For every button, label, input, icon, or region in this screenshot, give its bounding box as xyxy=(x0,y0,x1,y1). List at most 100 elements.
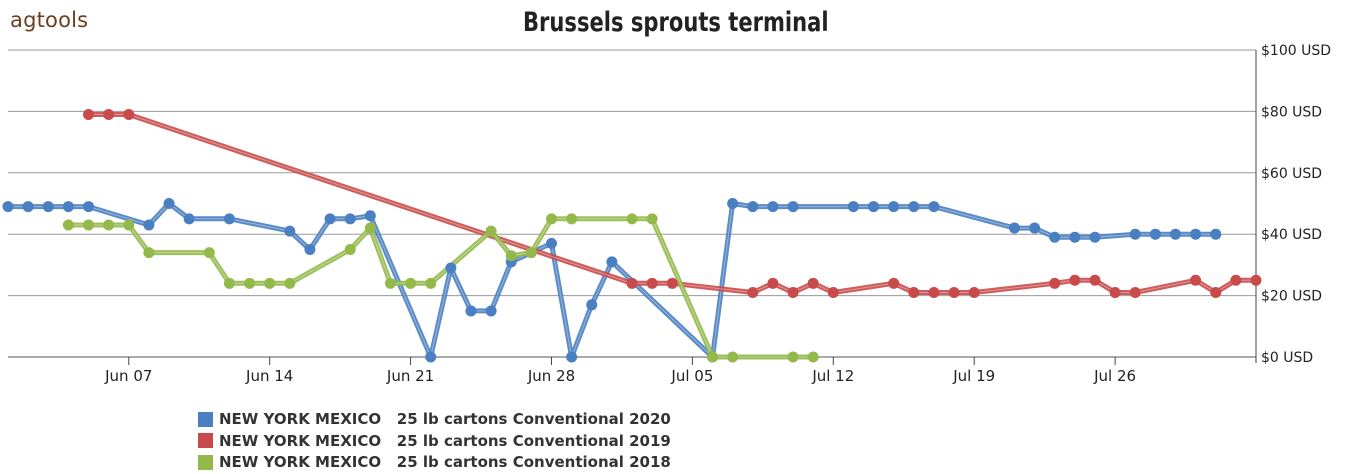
data-point-0 xyxy=(1210,228,1222,240)
data-point-0 xyxy=(747,201,759,213)
data-point-1 xyxy=(787,287,799,299)
data-point-0 xyxy=(586,299,598,311)
x-tick-label: Jul 19 xyxy=(952,367,995,385)
data-point-0 xyxy=(606,256,618,268)
data-point-1 xyxy=(928,287,940,299)
data-point-1 xyxy=(103,108,115,120)
legend-item-2018[interactable]: NEW YORK MEXICO 25 lb cartons Convention… xyxy=(198,452,671,472)
data-point-1 xyxy=(1049,277,1061,289)
legend-swatch-2019 xyxy=(198,433,213,448)
data-point-2 xyxy=(807,351,819,363)
data-point-0 xyxy=(163,198,175,209)
data-point-1 xyxy=(646,277,658,289)
data-point-0 xyxy=(445,262,457,274)
data-point-0 xyxy=(868,201,880,213)
data-point-2 xyxy=(485,225,497,237)
data-point-0 xyxy=(888,201,900,213)
data-point-1 xyxy=(1089,274,1101,286)
data-point-2 xyxy=(143,247,155,259)
data-point-1 xyxy=(747,287,759,299)
data-point-2 xyxy=(223,277,235,289)
data-point-1 xyxy=(807,277,819,289)
data-point-0 xyxy=(42,201,54,213)
data-point-2 xyxy=(103,219,115,231)
y-tick-label: $80 USD xyxy=(1261,104,1322,120)
data-point-2 xyxy=(244,277,256,289)
x-tick-label: Jun 28 xyxy=(527,367,575,385)
x-tick-label: Jul 05 xyxy=(670,367,713,385)
data-point-0 xyxy=(425,351,437,363)
legend: NEW YORK MEXICO 25 lb cartons Convention… xyxy=(198,409,1178,474)
data-point-1 xyxy=(1129,287,1141,299)
data-point-0 xyxy=(1169,228,1181,240)
data-point-2 xyxy=(364,222,376,234)
data-point-0 xyxy=(787,201,799,213)
legend-swatch-2018 xyxy=(198,454,213,470)
data-point-2 xyxy=(545,213,557,225)
data-point-0 xyxy=(364,210,376,222)
data-point-1 xyxy=(626,277,638,289)
data-point-2 xyxy=(727,351,739,363)
data-point-0 xyxy=(545,237,557,249)
data-point-0 xyxy=(83,201,95,213)
data-point-0 xyxy=(847,201,859,213)
data-point-1 xyxy=(1230,274,1242,286)
data-point-0 xyxy=(1190,228,1202,240)
line-chart: $0 USD $20 USD $40 USD $60 USD $80 USD $100 U… xyxy=(2,43,1331,385)
data-point-0 xyxy=(1129,228,1141,240)
data-point-1 xyxy=(908,287,920,299)
data-point-2 xyxy=(405,277,417,289)
chart-title: Brussels sprouts terminal xyxy=(522,7,829,38)
data-point-0 xyxy=(1008,222,1020,234)
data-point-0 xyxy=(344,213,356,225)
data-point-2 xyxy=(123,219,135,231)
data-point-2 xyxy=(566,213,578,225)
data-point-2 xyxy=(505,250,517,262)
data-point-0 xyxy=(304,244,316,256)
x-tick-label: Jul 26 xyxy=(1093,367,1136,385)
data-point-2 xyxy=(626,213,638,225)
data-point-0 xyxy=(183,213,195,225)
data-point-1 xyxy=(767,277,779,289)
legend-item-2020[interactable]: NEW YORK MEXICO 25 lb cartons Convention… xyxy=(198,409,671,429)
data-point-2 xyxy=(83,219,95,231)
y-tick-label: $100 USD xyxy=(1261,43,1331,59)
data-point-1 xyxy=(1069,274,1081,286)
data-point-0 xyxy=(62,201,74,213)
data-point-0 xyxy=(1069,231,1081,243)
legend-label-2020: NEW YORK MEXICO 25 lb cartons Convention… xyxy=(219,410,671,428)
data-point-1 xyxy=(827,287,839,299)
grid-lines xyxy=(8,49,1256,358)
legend-label-2019: NEW YORK MEXICO 25 lb cartons Convention… xyxy=(219,431,671,450)
agtools-logo: agtools xyxy=(10,8,89,32)
data-point-0 xyxy=(324,213,336,225)
data-point-2 xyxy=(707,351,719,363)
data-point-2 xyxy=(525,247,537,259)
data-point-2 xyxy=(646,213,658,225)
y-tick-label: $0 USD xyxy=(1261,350,1313,366)
tick-labels: $0 USD $20 USD $40 USD $60 USD $80 USD $100 U… xyxy=(104,43,1331,385)
axes xyxy=(128,50,1257,365)
data-point-0 xyxy=(566,351,578,363)
data-point-0 xyxy=(143,219,155,231)
data-point-1 xyxy=(888,277,900,289)
data-point-1 xyxy=(666,277,678,289)
data-point-1 xyxy=(1250,274,1262,286)
data-point-2 xyxy=(384,277,396,289)
data-point-1 xyxy=(1210,287,1222,299)
y-tick-label: $40 USD xyxy=(1261,227,1322,243)
legend-label-2018: NEW YORK MEXICO 25 lb cartons Convention… xyxy=(219,453,671,471)
data-point-0 xyxy=(928,201,940,213)
x-tick-label: Jun 21 xyxy=(386,367,434,385)
data-point-1 xyxy=(1190,274,1202,286)
data-point-0 xyxy=(727,198,739,209)
legend-item-2019[interactable]: NEW YORK MEXICO 25 lb cartons Convention… xyxy=(198,431,671,451)
x-tick-label: Jun 07 xyxy=(104,367,152,385)
data-point-1 xyxy=(123,108,135,120)
data-point-0 xyxy=(465,305,477,317)
data-point-2 xyxy=(284,277,296,289)
y-tick-label: $60 USD xyxy=(1261,166,1322,182)
x-tick-label: Jul 12 xyxy=(811,367,854,385)
data-point-2 xyxy=(425,277,437,289)
data-point-2 xyxy=(203,247,215,259)
